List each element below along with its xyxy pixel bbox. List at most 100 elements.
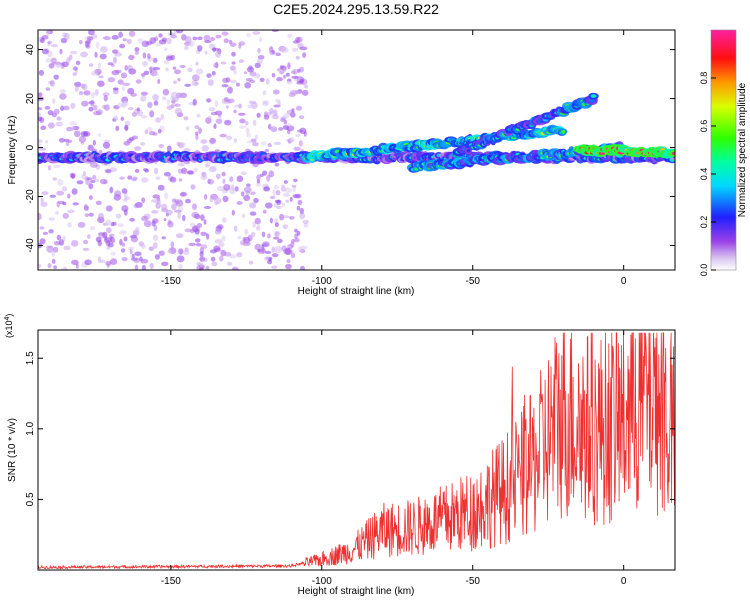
- noise-dot: [56, 234, 62, 241]
- noise-dot: [92, 174, 97, 180]
- noise-dot: [99, 178, 108, 185]
- noise-dot: [249, 80, 256, 83]
- noise-dot: [95, 200, 102, 206]
- noise-dot: [61, 61, 69, 68]
- noise-dot: [249, 211, 257, 216]
- noise-dot: [161, 37, 168, 42]
- band-core: [671, 151, 675, 156]
- noise-dot: [59, 137, 65, 143]
- noise-dot: [256, 179, 261, 184]
- noise-dot: [286, 258, 291, 264]
- noise-dot: [272, 189, 276, 196]
- noise-dot: [129, 217, 136, 222]
- noise-dot: [113, 56, 117, 64]
- noise-dot: [282, 202, 286, 207]
- noise-dot: [219, 255, 224, 262]
- noise-dot: [270, 126, 278, 133]
- noise-dot: [204, 40, 212, 44]
- noise-dot: [140, 91, 148, 96]
- noise-dot: [181, 167, 188, 174]
- noise-dot: [88, 30, 95, 36]
- noise-dot: [140, 95, 147, 102]
- noise-dot: [47, 165, 52, 171]
- noise-dot: [239, 125, 247, 129]
- noise-dot: [127, 246, 134, 251]
- noise-dot: [174, 69, 181, 75]
- noise-dot: [119, 43, 126, 49]
- noise-dot: [184, 83, 192, 87]
- noise-dot: [204, 50, 208, 55]
- noise-dot: [227, 98, 235, 104]
- noise-dot: [229, 79, 237, 84]
- noise-dot: [99, 53, 107, 60]
- noise-dot: [45, 140, 49, 144]
- noise-dot: [268, 123, 272, 130]
- noise-scatter: [38, 30, 310, 270]
- noise-dot: [207, 115, 212, 119]
- noise-dot: [241, 213, 246, 218]
- noise-dot: [244, 228, 249, 236]
- noise-dot: [171, 198, 177, 203]
- noise-dot: [67, 222, 72, 228]
- noise-dot: [192, 36, 198, 41]
- noise-dot: [77, 221, 86, 228]
- noise-dot: [71, 259, 79, 265]
- noise-dot: [252, 163, 259, 168]
- noise-dot: [240, 171, 247, 176]
- noise-dot: [299, 46, 308, 51]
- noise-dot: [283, 74, 286, 79]
- noise-dot: [239, 240, 246, 246]
- noise-dot: [70, 102, 76, 109]
- noise-dot: [215, 34, 222, 39]
- noise-dot: [127, 175, 133, 180]
- noise-dot: [194, 82, 199, 86]
- noise-dot: [128, 137, 135, 142]
- noise-dot: [91, 71, 99, 76]
- noise-dot: [97, 256, 101, 264]
- noise-dot: [38, 143, 42, 147]
- noise-dot: [197, 45, 203, 52]
- noise-dot: [276, 205, 282, 210]
- noise-dot: [207, 179, 215, 185]
- top-y-axis-label: Frequency (Hz): [7, 116, 18, 185]
- noise-dot: [39, 117, 45, 123]
- noise-dot: [214, 201, 219, 206]
- noise-dot: [38, 147, 47, 151]
- noise-dot: [140, 258, 149, 264]
- x-tick-label: -50: [466, 276, 481, 287]
- noise-dot: [223, 38, 229, 44]
- noise-dot: [173, 80, 178, 84]
- noise-dot: [272, 89, 280, 95]
- noise-dot: [47, 263, 52, 269]
- noise-dot: [88, 195, 93, 200]
- x-tick-label: -150: [161, 576, 181, 587]
- noise-dot: [107, 62, 114, 66]
- noise-dot: [127, 87, 135, 95]
- noise-dot: [127, 107, 134, 111]
- noise-dot: [71, 240, 79, 247]
- noise-dot: [41, 191, 49, 196]
- colorbar-tick-label: 0.2: [699, 216, 709, 229]
- noise-dot: [285, 263, 292, 270]
- noise-dot: [133, 203, 140, 209]
- noise-dot: [152, 94, 159, 101]
- noise-dot: [111, 35, 119, 40]
- noise-dot: [200, 214, 205, 221]
- noise-dot: [88, 212, 94, 217]
- noise-dot: [87, 144, 94, 151]
- noise-dot: [136, 109, 143, 117]
- noise-dot: [206, 233, 210, 240]
- noise-dot: [112, 49, 119, 54]
- noise-dot: [140, 114, 148, 119]
- noise-dot: [221, 171, 226, 177]
- noise-dot: [134, 264, 139, 270]
- noise-dot: [246, 133, 251, 138]
- noise-dot: [173, 209, 182, 213]
- noise-dot: [80, 51, 88, 58]
- noise-dot: [65, 141, 70, 147]
- y-tick-label: 0: [25, 144, 36, 150]
- noise-dot: [76, 180, 84, 185]
- noise-dot: [177, 162, 185, 167]
- noise-dot: [38, 69, 45, 76]
- noise-dot: [296, 205, 301, 211]
